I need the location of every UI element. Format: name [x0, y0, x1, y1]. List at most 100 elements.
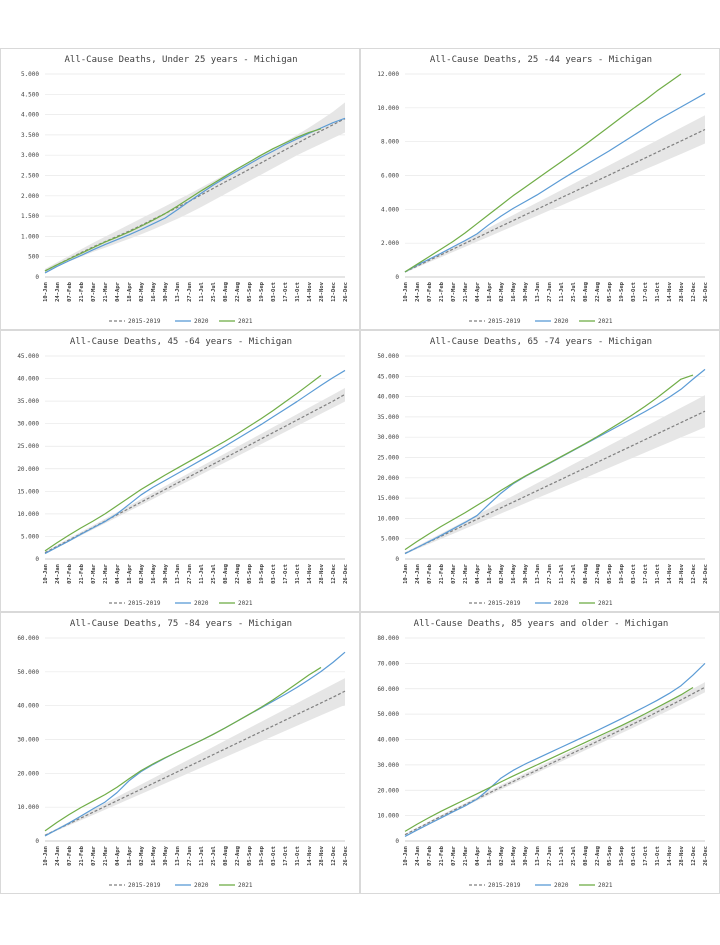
- x-tick-label: 27-Jun: [547, 564, 553, 584]
- x-tick-label: 24-Jan: [55, 282, 61, 302]
- legend-2021-label: 2021: [238, 600, 253, 607]
- x-tick-label: 13-Jun: [535, 282, 541, 302]
- x-tick-label: 21-Feb: [79, 845, 85, 866]
- y-tick-label: 60.000: [17, 635, 39, 642]
- x-tick-label: 02-May: [139, 563, 145, 584]
- x-tick-label: 02-May: [139, 281, 145, 302]
- x-tick-label: 16-May: [151, 281, 157, 302]
- x-tick-label: 16-May: [511, 845, 517, 866]
- x-tick-label: 21-Mar: [463, 281, 469, 302]
- chart-panel: All-Cause Deaths, 85 years and older - M…: [360, 612, 720, 894]
- x-tick-label: 21-Mar: [463, 845, 469, 866]
- x-tick-label: 19-Sep: [259, 845, 265, 866]
- x-tick-label: 21-Mar: [103, 845, 109, 866]
- series-line-2021: [44, 374, 322, 552]
- legend-2015-2019-label: 2015-2019: [488, 882, 521, 889]
- x-tick-label: 17-Oct: [643, 846, 649, 866]
- x-tick-label: 30-May: [163, 845, 169, 866]
- x-tick-label: 14-Nov: [307, 281, 313, 302]
- x-tick-label: 19-Sep: [619, 281, 625, 302]
- x-tick-label: 28-Nov: [319, 563, 325, 584]
- chart-svg: All-Cause Deaths, 85 years and older - M…: [377, 619, 709, 889]
- y-tick-label: 5.000: [21, 533, 39, 540]
- x-tick-label: 11-Jul: [199, 564, 205, 584]
- y-tick-label: 15.000: [17, 488, 39, 495]
- x-tick-label: 04-Apr: [115, 563, 121, 584]
- x-tick-label: 10-Jan: [43, 282, 49, 302]
- y-tick-label: 8.000: [381, 139, 399, 146]
- x-tick-label: 21-Mar: [103, 281, 109, 302]
- y-tick-label: 2.000: [21, 193, 39, 200]
- y-tick-label: 4.000: [21, 112, 39, 119]
- legend-2021-label: 2021: [598, 318, 613, 325]
- confidence-band: [405, 115, 705, 273]
- chart-svg: All-Cause Deaths, 45 -64 years - Michiga…: [17, 337, 349, 607]
- x-tick-label: 26-Dec: [343, 282, 349, 302]
- x-tick-label: 02-May: [139, 845, 145, 866]
- x-tick-label: 30-May: [163, 563, 169, 584]
- x-tick-label: 19-Sep: [619, 563, 625, 584]
- x-tick-label: 25-Jul: [211, 282, 217, 302]
- legend-2015-2019-label: 2015-2019: [128, 318, 161, 325]
- y-tick-label: 30.000: [377, 762, 399, 769]
- y-tick-label: 40.000: [17, 703, 39, 710]
- legend-2021-label: 2021: [598, 600, 613, 607]
- y-tick-label: 20.000: [17, 770, 39, 777]
- x-tick-label: 03-Oct: [271, 846, 277, 866]
- chart-svg: All-Cause Deaths, 75 -84 years - Michiga…: [17, 619, 349, 889]
- chart-title: All-Cause Deaths, 85 years and older - M…: [414, 619, 669, 629]
- legend-2021-label: 2021: [238, 882, 253, 889]
- series-line-2020: [404, 92, 706, 273]
- x-tick-label: 26-Dec: [703, 846, 709, 866]
- x-tick-label: 07-Feb: [67, 281, 73, 302]
- x-tick-label: 22-Aug: [595, 564, 601, 584]
- x-tick-label: 13-Jun: [175, 564, 181, 584]
- x-tick-label: 07-Feb: [427, 845, 433, 866]
- x-tick-label: 10-Jan: [43, 846, 49, 866]
- x-tick-label: 31-Oct: [295, 282, 301, 302]
- y-tick-label: 20.000: [377, 475, 399, 482]
- y-tick-label: 1.000: [21, 233, 39, 240]
- x-tick-label: 13-Jun: [175, 282, 181, 302]
- x-tick-label: 17-Oct: [643, 282, 649, 302]
- y-tick-label: 5.000: [381, 536, 399, 543]
- x-tick-label: 28-Nov: [319, 845, 325, 866]
- x-tick-label: 10-Jan: [403, 282, 409, 302]
- x-tick-label: 04-Apr: [115, 281, 121, 302]
- y-tick-label: 4.000: [381, 206, 399, 213]
- x-tick-label: 18-Apr: [487, 845, 493, 866]
- y-tick-label: 10.000: [377, 105, 399, 112]
- x-tick-label: 18-Apr: [127, 281, 133, 302]
- series-line-2020: [44, 369, 346, 555]
- legend-2021-label: 2021: [238, 318, 253, 325]
- x-tick-label: 18-Apr: [487, 281, 493, 302]
- y-tick-label: 40.000: [377, 737, 399, 744]
- x-tick-label: 22-Aug: [235, 282, 241, 302]
- chart-title: All-Cause Deaths, 65 -74 years - Michiga…: [430, 337, 652, 347]
- x-tick-label: 27-Jun: [187, 282, 193, 302]
- x-tick-label: 16-May: [151, 563, 157, 584]
- chart-panel: All-Cause Deaths, 45 -64 years - Michiga…: [0, 330, 360, 612]
- chart-svg: All-Cause Deaths, Under 25 years - Michi…: [21, 55, 349, 325]
- chart-panel: All-Cause Deaths, 65 -74 years - Michiga…: [360, 330, 720, 612]
- x-tick-label: 08-Aug: [583, 564, 589, 584]
- x-tick-label: 17-Oct: [283, 564, 289, 584]
- y-tick-label: 60.000: [377, 686, 399, 693]
- x-tick-label: 30-May: [523, 845, 529, 866]
- x-tick-label: 03-Oct: [271, 564, 277, 584]
- x-tick-label: 07-Feb: [67, 563, 73, 584]
- x-tick-label: 03-Oct: [631, 564, 637, 584]
- x-tick-label: 02-May: [499, 281, 505, 302]
- y-tick-label: 12.000: [377, 71, 399, 78]
- y-tick-label: 2.000: [381, 240, 399, 247]
- x-tick-label: 21-Feb: [79, 563, 85, 584]
- x-tick-label: 02-May: [499, 563, 505, 584]
- x-tick-label: 03-Oct: [631, 846, 637, 866]
- x-tick-label: 05-Sep: [247, 563, 253, 584]
- x-tick-label: 25-Jul: [211, 846, 217, 866]
- x-tick-label: 28-Nov: [679, 563, 685, 584]
- y-tick-label: 2.500: [21, 173, 39, 180]
- legend-2020-label: 2020: [554, 318, 569, 325]
- y-tick-label: 50.000: [377, 711, 399, 718]
- x-tick-label: 30-May: [523, 563, 529, 584]
